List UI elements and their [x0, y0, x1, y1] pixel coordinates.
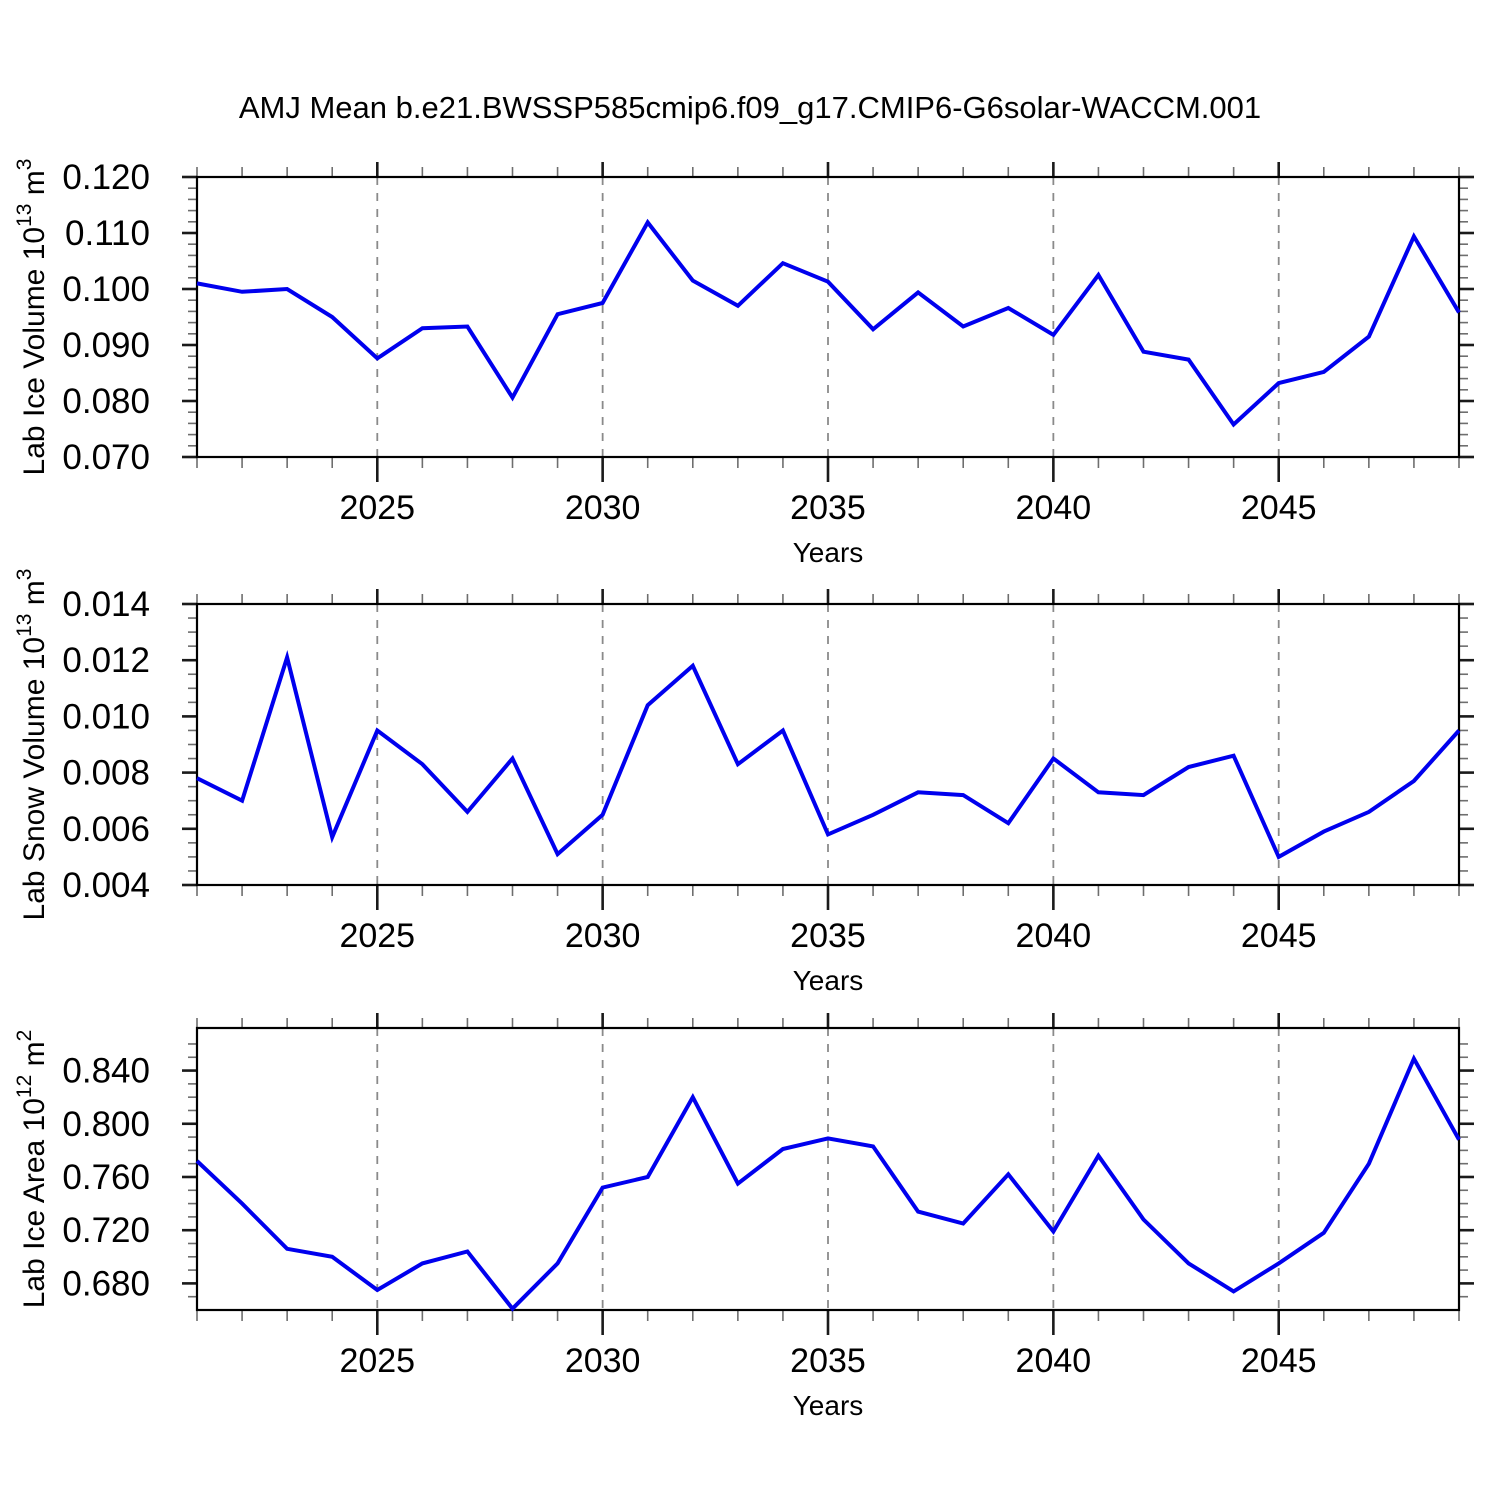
x-tick-label: 2035: [790, 1342, 866, 1380]
y-tick-label: 0.760: [62, 1158, 150, 1197]
y-tick-label: 0.004: [62, 866, 150, 905]
y-tick-label: 0.720: [62, 1211, 150, 1250]
y-tick-label: 0.090: [62, 326, 150, 365]
y-axis-title: Lab Ice Volume 1013 m3: [13, 159, 51, 476]
panel-0: 0.120 0.110 0.100 0.090 0.080 0.070 2025 2030 20…: [13, 158, 1474, 568]
y-axis-title: Lab Snow Volume 1013 m3: [13, 569, 51, 921]
x-tick-label: 2030: [565, 917, 641, 955]
y-tick-label: 0.014: [62, 585, 150, 624]
x-tick-label: 2025: [339, 917, 415, 955]
y-tick-label: 0.110: [65, 214, 150, 253]
y-tick-label: 0.006: [62, 810, 150, 849]
x-tick-label: 2025: [339, 489, 415, 527]
x-axis-title: Years: [793, 1390, 864, 1421]
x-tick-label: 2025: [339, 1342, 415, 1380]
y-tick-label: 0.120: [62, 158, 150, 197]
y-tick-label: 0.010: [62, 697, 150, 736]
plot-frame: [195, 602, 1461, 887]
y-tick-label: 0.680: [62, 1264, 150, 1303]
x-axis-title: Years: [793, 965, 864, 996]
x-tick-label: 2040: [1016, 1342, 1092, 1380]
data-line: [195, 1054, 1461, 1312]
x-tick-label: 2030: [565, 489, 641, 527]
data-line: [196, 218, 1461, 428]
panel-2: 0.840 0.800 0.760 0.720 0.680 2025 2030 2035 204…: [13, 1013, 1474, 1421]
panel-1: 0.014 0.012 0.010 0.008 0.006 0.004 2025 2030 20…: [13, 569, 1474, 996]
x-tick-label: 2035: [790, 917, 866, 955]
y-axis-title: Lab Ice Area 1012 m2: [13, 1030, 51, 1309]
y-tick-label: 0.800: [62, 1105, 150, 1144]
x-tick-label: 2040: [1016, 489, 1092, 527]
plot-frame: [195, 1026, 1461, 1312]
y-tick-label: 0.840: [62, 1052, 150, 1091]
x-tick-label: 2035: [790, 489, 866, 527]
x-tick-label: 2040: [1016, 917, 1092, 955]
y-tick-label: 0.070: [62, 438, 150, 477]
y-tick-label: 0.012: [62, 641, 150, 680]
plot-frame: [195, 175, 1461, 459]
x-tick-label: 2045: [1241, 917, 1317, 955]
y-tick-label: 0.080: [62, 382, 150, 421]
y-tick-label: 0.008: [62, 754, 150, 793]
x-tick-label: 2045: [1241, 1342, 1317, 1380]
x-tick-label: 2030: [565, 1342, 641, 1380]
x-axis-title: Years: [793, 537, 864, 568]
figure-title: AMJ Mean b.e21.BWSSP585cmip6.f09_g17.CMI…: [238, 90, 1262, 125]
y-tick-label: 0.100: [62, 270, 150, 309]
data-line: [196, 650, 1461, 860]
x-tick-label: 2045: [1241, 489, 1317, 527]
